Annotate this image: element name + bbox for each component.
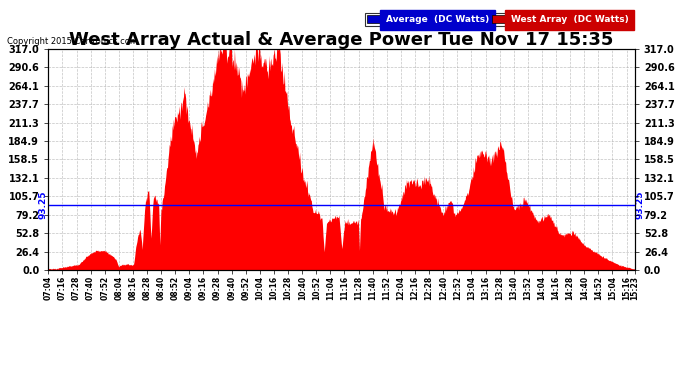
Text: 93.25: 93.25 <box>635 190 644 219</box>
Text: 93.25: 93.25 <box>39 190 48 219</box>
Title: West Array Actual & Average Power Tue Nov 17 15:35: West Array Actual & Average Power Tue No… <box>70 31 613 49</box>
Text: Copyright 2015 Cartronics.com: Copyright 2015 Cartronics.com <box>7 38 138 46</box>
Legend: Average  (DC Watts), West Array  (DC Watts): Average (DC Watts), West Array (DC Watts… <box>365 13 630 26</box>
